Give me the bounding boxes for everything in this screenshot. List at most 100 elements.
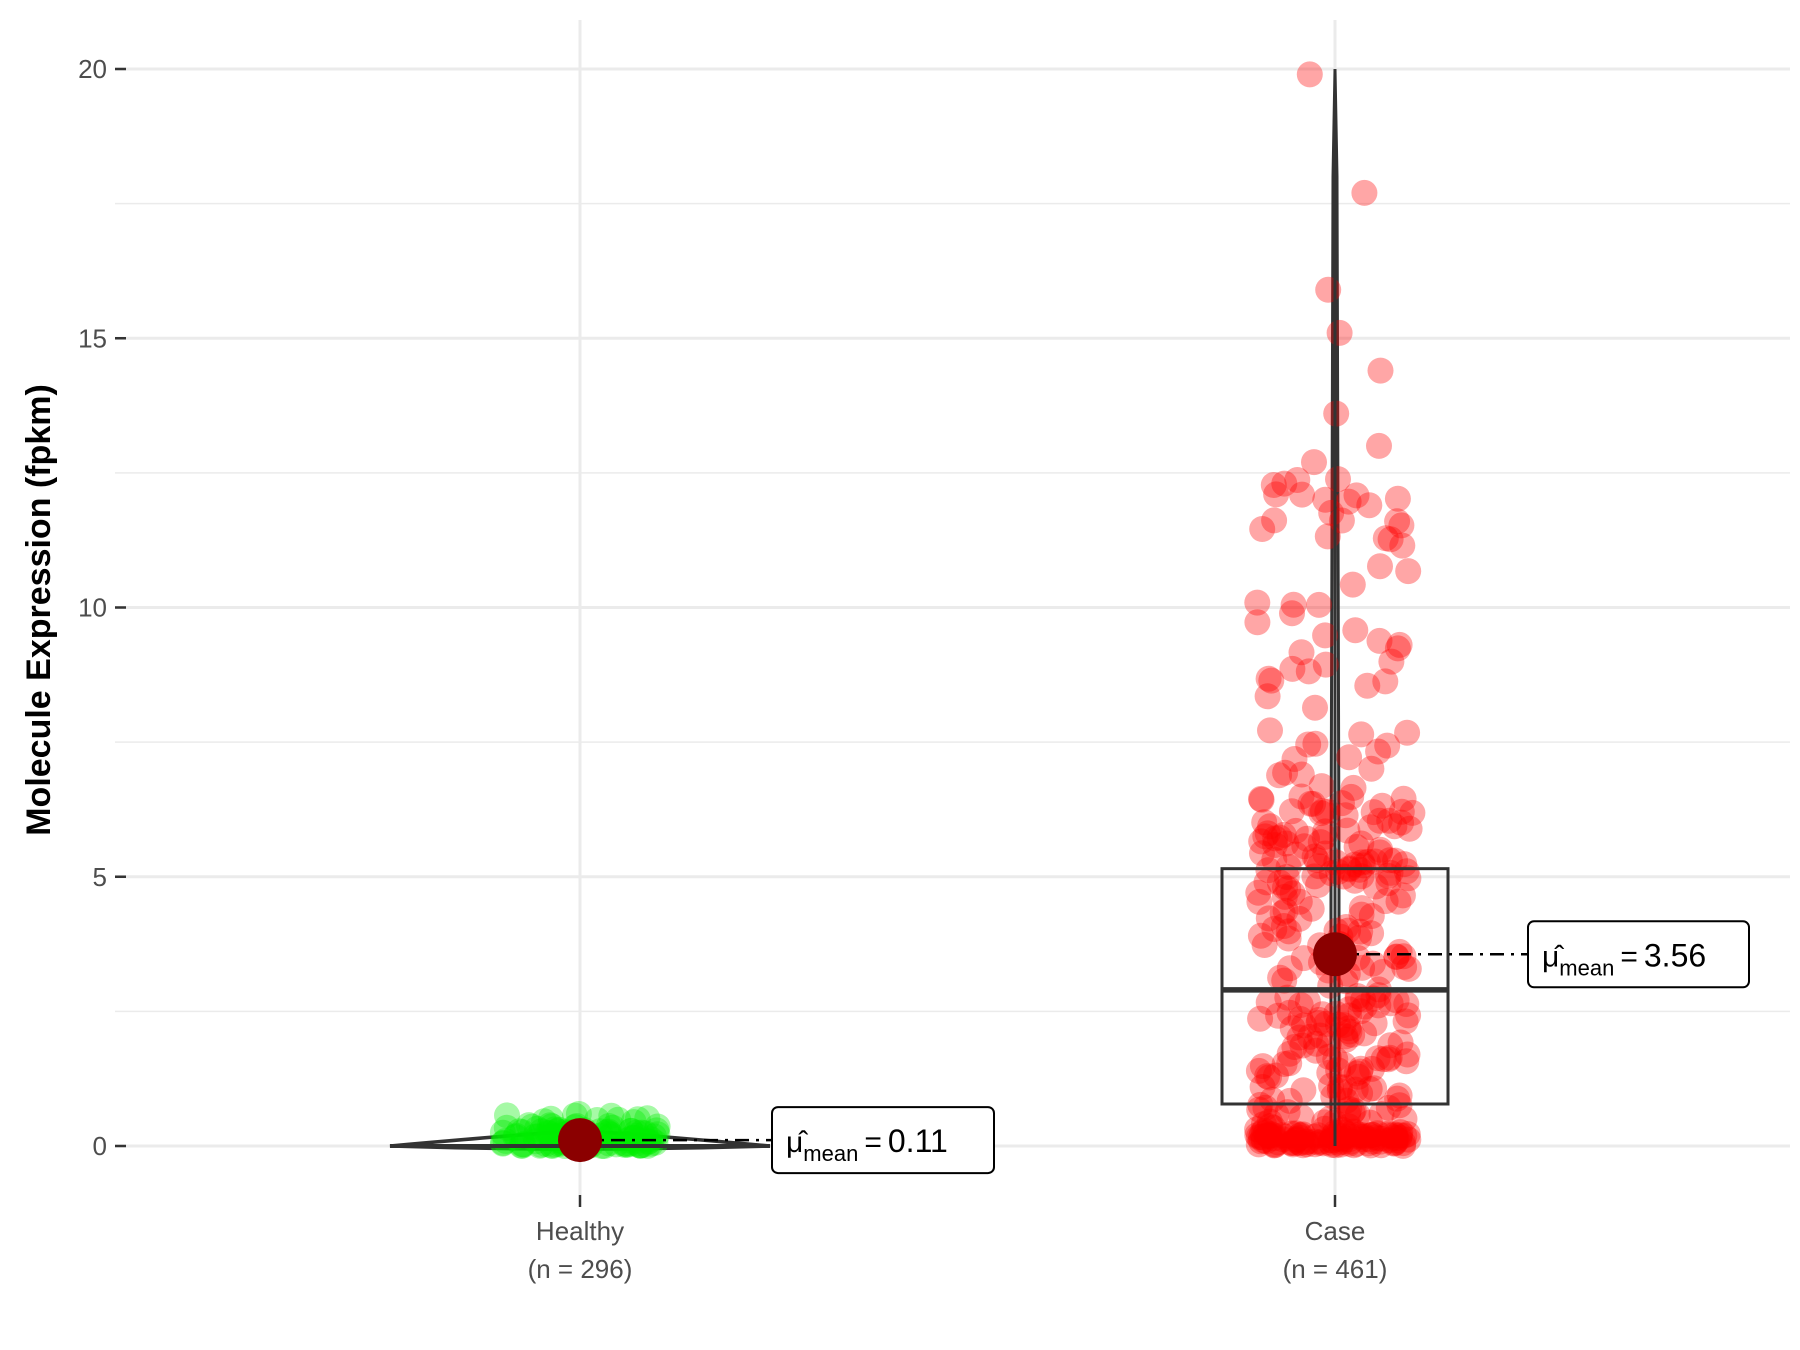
data-point [1245, 1124, 1272, 1150]
data-point [1339, 1099, 1366, 1126]
data-point [1377, 1032, 1404, 1059]
mean-equals: = [1620, 940, 1638, 973]
data-point [1390, 943, 1417, 970]
data-point [1386, 1082, 1413, 1109]
data-point [1339, 1021, 1366, 1048]
data-point [1356, 1122, 1383, 1149]
data-point [1388, 798, 1415, 825]
data-point [1302, 694, 1328, 721]
data-point [1275, 875, 1302, 902]
data-point [1319, 1131, 1345, 1158]
mean-label-box [1527, 920, 1750, 989]
data-point [1270, 821, 1297, 848]
data-point [1317, 1129, 1344, 1156]
data-point [1275, 925, 1302, 952]
data-point [1318, 499, 1345, 526]
data-point [1280, 591, 1307, 618]
data-point [1360, 1128, 1387, 1155]
data-point [1319, 1123, 1346, 1150]
data-point [1381, 1130, 1408, 1157]
data-point [1343, 1130, 1370, 1157]
data-point [1279, 600, 1305, 627]
data-point [1375, 1127, 1402, 1154]
data-point [1277, 1130, 1304, 1156]
data-point [1249, 1119, 1276, 1146]
data-point [1249, 1074, 1276, 1100]
data-point [506, 1118, 533, 1145]
data-point [490, 1129, 517, 1156]
data-point [1381, 1121, 1408, 1148]
data-point [1393, 991, 1420, 1017]
data-point [1365, 738, 1392, 765]
data-point [1337, 1128, 1364, 1155]
data-point [1389, 882, 1416, 909]
data-point [1351, 179, 1378, 206]
data-point [1366, 1125, 1393, 1152]
data-point [1251, 1117, 1278, 1144]
data-point [1273, 864, 1300, 890]
data-point [1250, 1124, 1277, 1151]
data-point [1265, 1002, 1292, 1029]
data-point [1254, 1063, 1281, 1090]
data-point [515, 1112, 542, 1139]
data-point [1378, 648, 1405, 675]
data-point [1336, 1121, 1363, 1148]
data-point [489, 1130, 516, 1157]
data-point [1255, 989, 1282, 1016]
data-point [1305, 1122, 1331, 1149]
data-point [1340, 1132, 1367, 1159]
data-point [611, 1130, 638, 1157]
data-point [1255, 665, 1282, 692]
data-point [1306, 853, 1333, 880]
data-point [1342, 617, 1369, 644]
data-point [1372, 888, 1399, 915]
mean-label: μ̂mean = 3.56 [1527, 920, 1750, 989]
y-tick-label: 5 [93, 862, 107, 892]
data-point [1262, 832, 1288, 858]
data-point [1366, 807, 1393, 834]
data-point [1261, 1131, 1288, 1158]
data-point [1351, 1020, 1378, 1047]
data-point [537, 1122, 564, 1149]
data-point [1332, 802, 1359, 829]
data-point [1318, 1072, 1345, 1099]
data-point [1261, 1132, 1288, 1159]
data-point [1273, 830, 1300, 857]
data-point [1272, 759, 1299, 786]
data-point [1258, 667, 1285, 694]
data-point [1318, 1127, 1344, 1154]
data-point [1375, 1122, 1402, 1149]
data-point [605, 1106, 632, 1133]
data-point [1324, 1011, 1351, 1038]
data-point [1376, 847, 1403, 874]
data-point [1282, 841, 1309, 868]
data-point [1357, 1132, 1384, 1159]
data-point [538, 1113, 565, 1140]
data-point [1276, 1087, 1303, 1114]
data-point [1394, 1041, 1421, 1068]
data-point [1301, 449, 1327, 476]
data-point [640, 1123, 667, 1150]
data-point [1260, 1122, 1287, 1149]
data-point [1311, 823, 1338, 850]
data-point [1362, 873, 1389, 900]
data-point [1343, 482, 1370, 509]
box [1220, 867, 1450, 1106]
data-point [1349, 1122, 1376, 1149]
data-point [1295, 731, 1322, 758]
data-point [1357, 1109, 1383, 1136]
data-point [1376, 807, 1403, 834]
data-point [1256, 1108, 1283, 1135]
data-point [1316, 1059, 1343, 1086]
data-point [1283, 1125, 1310, 1152]
data-point [1257, 717, 1283, 744]
data-point [1244, 1116, 1271, 1143]
data-point [1253, 1128, 1280, 1155]
data-point [1369, 792, 1396, 819]
data-point [1335, 488, 1362, 515]
data-point [1272, 897, 1299, 924]
data-point [1334, 817, 1361, 844]
y-tick-label: 0 [93, 1131, 107, 1161]
data-point [1305, 1010, 1332, 1036]
